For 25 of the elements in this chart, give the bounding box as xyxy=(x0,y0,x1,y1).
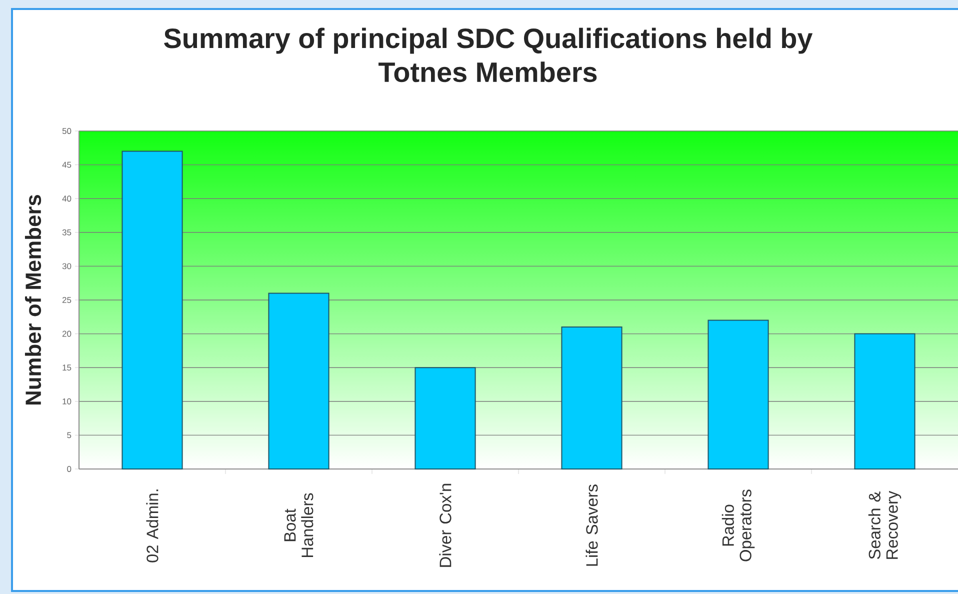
x-tick-label: Diver Cox'n xyxy=(439,484,452,567)
bar xyxy=(854,333,916,470)
y-axis-title: Number of Members xyxy=(24,194,42,404)
x-tick-label: Radio Operators xyxy=(722,490,755,562)
y-tick-label: 20 xyxy=(62,330,72,337)
y-tick-label: 25 xyxy=(62,297,72,303)
bar xyxy=(414,367,476,470)
x-tick-label: Search & Recovery xyxy=(868,490,902,560)
y-tick-label: 15 xyxy=(62,364,72,371)
bar xyxy=(708,320,769,470)
y-tick-label: 0 xyxy=(67,466,72,472)
y-tick-label: 35 xyxy=(62,229,72,236)
bar xyxy=(122,150,183,470)
y-tick-label: 40 xyxy=(62,196,72,202)
x-tick-label: Boat Handlers xyxy=(284,493,314,558)
bar xyxy=(268,292,330,470)
y-tick-label: 30 xyxy=(62,263,72,270)
x-tick-label: Life Savers xyxy=(586,484,598,566)
bar xyxy=(561,326,622,470)
x-tick-label: 02 Admin. xyxy=(146,490,158,562)
y-tick-label: 45 xyxy=(62,162,72,168)
y-tick-label: 5 xyxy=(67,432,72,438)
y-tick-label: 10 xyxy=(62,398,72,404)
y-tick-label: 50 xyxy=(62,128,72,134)
chart-title: Summary of principal SDC Qualifications held by Totnes Members xyxy=(164,28,813,82)
